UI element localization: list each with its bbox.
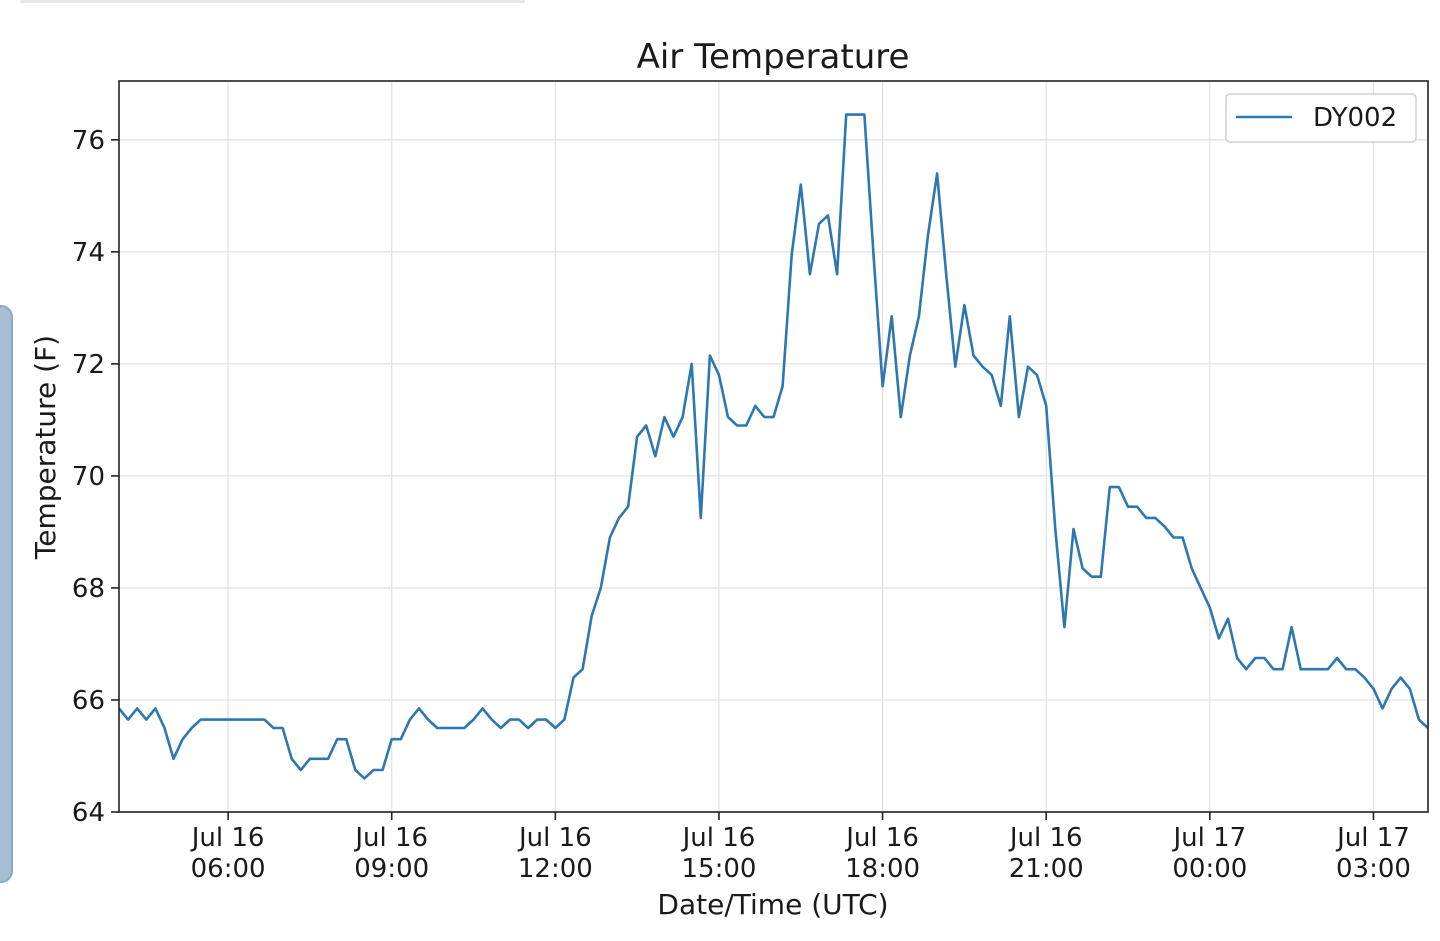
- y-axis-label: Temperature (F): [29, 335, 62, 560]
- x-tick-label: Jul 16: [353, 823, 428, 853]
- chart-gridlines: [119, 81, 1428, 813]
- y-tick-label: 64: [72, 798, 105, 828]
- chart-title: Air Temperature: [637, 37, 910, 77]
- x-tick-label: Jul 16: [517, 823, 592, 853]
- x-tick-label: Jul 16: [190, 823, 265, 853]
- x-axis-label: Date/Time (UTC): [657, 888, 888, 921]
- y-axis-ticks: 64 66 68 70 72 74 76: [72, 126, 119, 828]
- y-tick-label: 72: [72, 350, 105, 380]
- y-tick-label: 68: [72, 574, 105, 604]
- y-tick-label: 70: [72, 462, 105, 492]
- x-tick-label: Jul 16: [681, 823, 756, 853]
- x-tick-label: Jul 17: [1335, 823, 1410, 853]
- x-tick-label-time: 03:00: [1336, 854, 1411, 884]
- chart-series: [117, 113, 1429, 780]
- x-tick-label: Jul 17: [1171, 823, 1246, 853]
- x-tick-label-time: 15:00: [681, 854, 756, 884]
- top-scroll-indicator: [20, 0, 525, 3]
- x-tick-label: Jul 16: [1008, 823, 1083, 853]
- y-tick-label: 66: [72, 686, 105, 716]
- x-tick-label: Jul 16: [844, 823, 919, 853]
- y-tick-label: 74: [72, 238, 105, 268]
- x-tick-label-time: 12:00: [518, 854, 593, 884]
- x-tick-label-time: 06:00: [191, 854, 266, 884]
- legend-box: [1225, 93, 1417, 143]
- series-line-dy002: [117, 113, 1429, 780]
- x-tick-label-time: 21:00: [1009, 854, 1084, 884]
- x-tick-label-time: 18:00: [845, 854, 920, 884]
- legend-label: DY002: [1313, 103, 1397, 133]
- chart-legend: DY002: [1225, 93, 1417, 143]
- plot-area-frame: [118, 80, 1429, 813]
- x-tick-label-time: 09:00: [354, 854, 429, 884]
- x-tick-label-time: 00:00: [1172, 854, 1247, 884]
- y-tick-label: 76: [72, 126, 105, 156]
